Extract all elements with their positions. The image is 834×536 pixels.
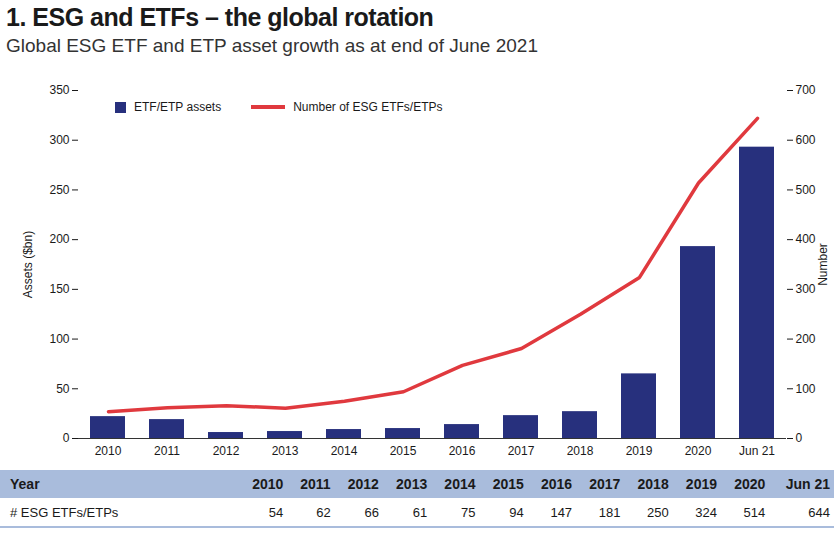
html-text:324: 324 bbox=[695, 504, 717, 520]
svg-text:100: 100 bbox=[796, 382, 816, 396]
html-text:2017: 2017 bbox=[589, 476, 621, 492]
html-text:2019: 2019 bbox=[685, 476, 717, 492]
svg-text:200: 200 bbox=[796, 332, 816, 346]
html-text:2010: 2010 bbox=[252, 476, 284, 492]
svg-text:2011: 2011 bbox=[154, 444, 180, 458]
html-text:2015: 2015 bbox=[492, 476, 524, 492]
svg-text:2014: 2014 bbox=[331, 444, 358, 458]
svg-text:0: 0 bbox=[63, 431, 70, 445]
svg-text:150: 150 bbox=[49, 282, 69, 296]
svg-text:2020: 2020 bbox=[685, 444, 712, 458]
svg-text:300: 300 bbox=[796, 282, 816, 296]
html-text:94: 94 bbox=[509, 504, 524, 520]
svg-text:50: 50 bbox=[56, 382, 70, 396]
svg-text:400: 400 bbox=[796, 232, 816, 246]
svg-text:200: 200 bbox=[49, 232, 69, 246]
html-text:75: 75 bbox=[461, 504, 476, 520]
html-text:Number of ESG ETFs/ETPs: Number of ESG ETFs/ETPs bbox=[293, 100, 443, 114]
svg-text:600: 600 bbox=[796, 133, 816, 147]
html-text:514: 514 bbox=[743, 504, 766, 520]
html-text:2013: 2013 bbox=[396, 476, 428, 492]
svg-text:2012: 2012 bbox=[213, 444, 240, 458]
html-text:2018: 2018 bbox=[637, 476, 669, 492]
html-text:2014: 2014 bbox=[444, 476, 476, 492]
svg-text:350: 350 bbox=[49, 83, 69, 97]
html-text:2011: 2011 bbox=[300, 476, 331, 492]
html-text:Year: Year bbox=[10, 476, 40, 492]
html-text:54: 54 bbox=[268, 504, 284, 520]
svg-text:Number: Number bbox=[816, 243, 830, 286]
html-text:62: 62 bbox=[316, 504, 331, 520]
svg-text:Assets ($bn): Assets ($bn) bbox=[21, 231, 35, 298]
svg-text:2013: 2013 bbox=[272, 444, 299, 458]
html-text:2012: 2012 bbox=[347, 476, 379, 492]
svg-text:250: 250 bbox=[49, 183, 69, 197]
html-text:66: 66 bbox=[364, 504, 379, 520]
html-text:2020: 2020 bbox=[734, 476, 766, 492]
svg-text:700: 700 bbox=[796, 83, 816, 97]
html-text:# ESG ETFs/ETPs: # ESG ETFs/ETPs bbox=[10, 504, 119, 520]
html-text:2016: 2016 bbox=[541, 476, 573, 492]
html-text:181: 181 bbox=[598, 504, 621, 520]
svg-text:2017: 2017 bbox=[508, 444, 535, 458]
svg-text:300: 300 bbox=[49, 133, 69, 147]
svg-text:0: 0 bbox=[796, 431, 803, 445]
html-text:250: 250 bbox=[647, 504, 669, 520]
svg-text:2019: 2019 bbox=[626, 444, 653, 458]
html-text:ETF/ETP assets: ETF/ETP assets bbox=[134, 100, 222, 114]
svg-text:500: 500 bbox=[796, 183, 816, 197]
svg-text:2018: 2018 bbox=[567, 444, 594, 458]
svg-text:100: 100 bbox=[49, 332, 69, 346]
html-text:1. ESG and ETFs – the global r: 1. ESG and ETFs – the global rotation bbox=[6, 3, 434, 31]
html-text:644: 644 bbox=[808, 504, 830, 520]
html-text:Jun 21: Jun 21 bbox=[785, 476, 830, 492]
svg-text:2016: 2016 bbox=[449, 444, 476, 458]
html-text:147: 147 bbox=[550, 504, 573, 520]
html-text:Global ESG ETF and ETP asset g: Global ESG ETF and ETP asset growth as a… bbox=[6, 35, 538, 56]
svg-text:2010: 2010 bbox=[95, 444, 122, 458]
svg-text:2015: 2015 bbox=[390, 444, 417, 458]
html-text:61: 61 bbox=[412, 504, 428, 520]
svg-text:Jun 21: Jun 21 bbox=[739, 444, 775, 458]
